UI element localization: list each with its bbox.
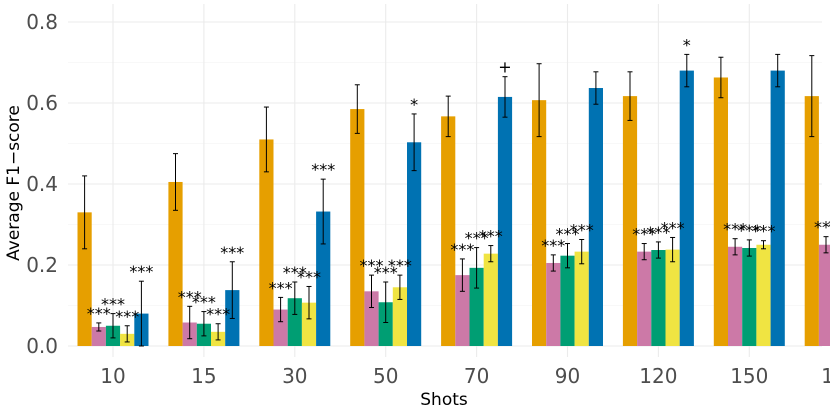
- x-tick-label: 170: [821, 364, 830, 388]
- x-tick-label: 70: [464, 364, 489, 388]
- bar: [713, 77, 728, 347]
- bar: [770, 70, 785, 346]
- bar: [728, 246, 743, 346]
- bar: [392, 287, 407, 346]
- bar: [364, 291, 379, 346]
- significance-label: ***: [311, 160, 335, 179]
- x-tick-label: 90: [555, 364, 580, 388]
- significance-label: ***: [752, 222, 776, 241]
- significance-label: ***: [388, 256, 412, 275]
- significance-label: ***: [206, 305, 230, 324]
- significance-label: ***: [220, 243, 244, 262]
- significance-label: ***: [374, 263, 398, 282]
- significance-label: ***: [737, 221, 761, 240]
- y-tick-label: 0.6: [26, 91, 58, 115]
- bar: [168, 181, 183, 346]
- bar: [483, 253, 498, 346]
- significance-label: +: [498, 58, 511, 77]
- bar: [77, 212, 92, 346]
- y-tick-label: 0.8: [26, 10, 58, 34]
- bar: [756, 244, 771, 346]
- bar: [637, 251, 652, 346]
- x-tick-label: 50: [373, 364, 398, 388]
- y-axis-ticks: 0.0 0.2 0.4 0.6 0.8: [26, 10, 58, 358]
- significance-label: ***: [297, 267, 321, 286]
- bar: [441, 116, 456, 347]
- x-axis-ticks: 10 15 30 50 70 90 120 150 170: [100, 364, 830, 388]
- significance-labels: ****** ********* ****** *** ** *** ****** *****…: [87, 35, 830, 326]
- bar: [273, 309, 288, 346]
- bar: [622, 96, 638, 347]
- bar: [497, 96, 513, 346]
- bar: [560, 255, 575, 346]
- significance-label: ***: [541, 236, 565, 255]
- significance-label: ***: [129, 262, 153, 281]
- x-tick-label: 120: [639, 364, 677, 388]
- bar: [350, 109, 365, 346]
- bars: [77, 70, 830, 347]
- significance-label: ***: [828, 216, 830, 235]
- significance-label: ***: [479, 227, 503, 246]
- significance-label: *: [683, 35, 691, 54]
- significance-label: ***: [450, 240, 474, 259]
- significance-label: ***: [814, 218, 830, 237]
- bar: [455, 275, 470, 346]
- bar: [818, 244, 830, 346]
- bar: [588, 88, 603, 346]
- x-axis-title: Shots: [420, 390, 468, 410]
- bar: [651, 250, 666, 346]
- significance-label: ***: [192, 293, 216, 312]
- significance-label: *: [410, 95, 418, 114]
- y-tick-label: 0.2: [26, 253, 58, 277]
- bar: [532, 100, 547, 346]
- bar: [546, 262, 561, 346]
- x-tick-label: 10: [100, 364, 125, 388]
- significance-label: ***: [723, 220, 747, 239]
- bar: [378, 302, 393, 346]
- significance-label: ***: [269, 278, 293, 297]
- x-tick-label: 150: [730, 364, 768, 388]
- bar: [91, 326, 106, 346]
- bar: [259, 139, 274, 346]
- significance-label: ***: [283, 263, 307, 282]
- bar: [679, 70, 694, 346]
- bar: [665, 249, 680, 346]
- significance-label: ***: [101, 295, 125, 314]
- bar: [316, 211, 331, 346]
- bar: [574, 251, 589, 346]
- y-tick-label: 0.0: [26, 334, 58, 358]
- x-tick-label: 30: [282, 364, 307, 388]
- y-tick-label: 0.4: [26, 172, 58, 196]
- significance-label: ***: [661, 218, 685, 237]
- bar: [301, 302, 317, 346]
- bar: [742, 247, 757, 346]
- significance-label: ***: [360, 256, 384, 275]
- significance-label: ***: [646, 223, 670, 242]
- significance-label: ***: [570, 220, 594, 239]
- error-bars: [82, 53, 829, 347]
- bar: [804, 96, 819, 347]
- y-axis-title: Average F1−score: [4, 105, 24, 261]
- significance-label: ***: [87, 304, 111, 323]
- bar: [407, 142, 422, 346]
- bar: [287, 298, 302, 346]
- significance-label: ***: [556, 225, 580, 244]
- x-tick-label: 15: [191, 364, 216, 388]
- significance-label: ***: [465, 229, 489, 248]
- significance-label: ***: [632, 225, 656, 244]
- significance-label: ***: [178, 287, 202, 306]
- significance-label: ***: [115, 307, 139, 326]
- bar: [469, 267, 484, 346]
